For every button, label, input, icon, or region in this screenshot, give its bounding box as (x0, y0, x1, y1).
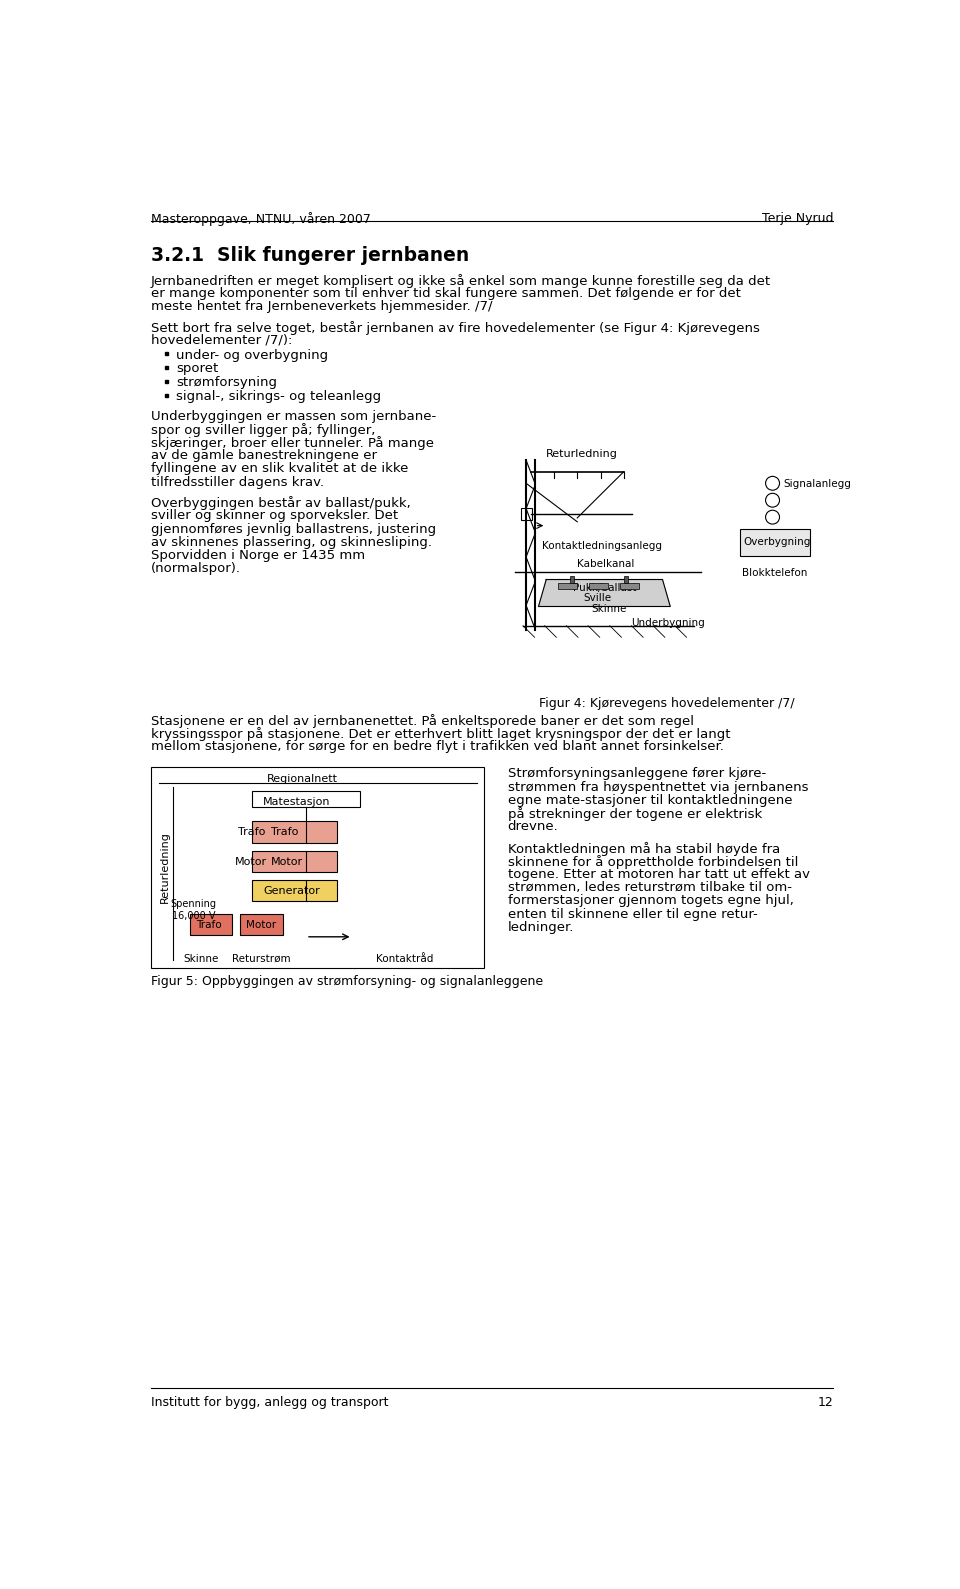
Text: spor og sviller ligger på; fyllinger,: spor og sviller ligger på; fyllinger, (151, 423, 375, 437)
Text: Overbyggingen består av ballast/pukk,: Overbyggingen består av ballast/pukk, (151, 496, 411, 510)
Text: Figur 5: Oppbyggingen av strømforsyning- og signalanleggene: Figur 5: Oppbyggingen av strømforsyning-… (151, 976, 543, 988)
Text: Figur 4: Kjørevegens hovedelementer /7/: Figur 4: Kjørevegens hovedelementer /7/ (539, 698, 794, 710)
Text: av skinnenes plassering, og skinnesliping.: av skinnenes plassering, og skinneslipin… (151, 535, 432, 548)
Text: Terje Nyrud: Terje Nyrud (761, 213, 833, 226)
Bar (620, 583, 639, 590)
Text: Sett bort fra selve toget, består jernbanen av fire hovedelementer (se Figur 4: : Sett bort fra selve toget, består jernba… (151, 321, 760, 335)
Text: Kabelkanal: Kabelkanal (577, 559, 635, 569)
Text: gjennomføres jevnlig ballastrens, justering: gjennomføres jevnlig ballastrens, juster… (151, 523, 436, 535)
Text: (normalspor).: (normalspor). (151, 563, 241, 575)
Bar (624, 577, 629, 583)
Text: Masteroppgave, NTNU, våren 2007: Masteroppgave, NTNU, våren 2007 (151, 213, 371, 226)
Text: Underbygning: Underbygning (632, 618, 706, 628)
Text: formerstasjoner gjennom togets egne hjul,: formerstasjoner gjennom togets egne hjul… (508, 895, 793, 907)
Bar (588, 583, 609, 590)
Text: Jernbanedriften er meget komplisert og ikke så enkel som mange kunne forestille : Jernbanedriften er meget komplisert og i… (151, 273, 771, 288)
Text: på strekninger der togene er elektrisk: på strekninger der togene er elektrisk (508, 807, 761, 820)
Bar (165, 394, 168, 397)
Text: kryssingsspor på stasjonene. Det er etterhvert blitt laget krysningspor der det : kryssingsspor på stasjonene. Det er ette… (151, 728, 731, 742)
Text: Returledning: Returledning (546, 448, 618, 459)
Text: Returstrøm: Returstrøm (232, 953, 291, 965)
Text: fyllingene av en slik kvalitet at de ikke: fyllingene av en slik kvalitet at de ikk… (151, 462, 408, 475)
Text: Institutt for bygg, anlegg og transport: Institutt for bygg, anlegg og transport (151, 1395, 389, 1409)
Text: Generator: Generator (263, 887, 320, 896)
Text: tilfredsstiller dagens krav.: tilfredsstiller dagens krav. (151, 475, 324, 488)
Bar (240, 914, 283, 936)
Text: signal-, sikrings- og teleanlegg: signal-, sikrings- og teleanlegg (176, 391, 381, 404)
Text: Signalanlegg: Signalanlegg (783, 480, 852, 489)
Text: 12: 12 (817, 1395, 833, 1409)
Bar (165, 365, 168, 369)
Text: av de gamle banestrekningene er: av de gamle banestrekningene er (151, 450, 377, 462)
Bar (521, 508, 532, 520)
Text: strømforsyning: strømforsyning (176, 377, 276, 389)
Text: Blokktelefon: Blokktelefon (741, 567, 807, 578)
Text: Underbyggingen er massen som jernbane-: Underbyggingen er massen som jernbane- (151, 410, 436, 423)
Text: drevne.: drevne. (508, 820, 559, 833)
Bar (558, 583, 577, 590)
Text: Sporvidden i Norge er 1435 mm: Sporvidden i Norge er 1435 mm (151, 548, 365, 563)
Text: Regionalnett: Regionalnett (267, 774, 338, 783)
Bar (165, 353, 168, 356)
Text: hovedelementer /7/):: hovedelementer /7/): (151, 334, 293, 346)
Bar (190, 914, 232, 936)
Text: meste hentet fra Jernbeneverkets hjemmesider. /7/: meste hentet fra Jernbeneverkets hjemmes… (151, 300, 492, 313)
Text: Returledning: Returledning (160, 831, 170, 904)
Bar (165, 380, 168, 383)
Text: 3.2.1  Slik fungerer jernbanen: 3.2.1 Slik fungerer jernbanen (151, 246, 469, 265)
Text: strømmen, ledes returstrøm tilbake til om-: strømmen, ledes returstrøm tilbake til o… (508, 882, 791, 895)
Text: Motor: Motor (234, 856, 267, 866)
Text: Overbygning: Overbygning (744, 537, 811, 547)
Text: Skinne: Skinne (591, 604, 627, 615)
Text: Stasjonene er en del av jernbanenettet. På enkeltsporede baner er det som regel: Stasjonene er en del av jernbanenettet. … (151, 715, 694, 728)
Text: togene. Etter at motoren har tatt ut effekt av: togene. Etter at motoren har tatt ut eff… (508, 868, 809, 882)
Text: Motor: Motor (247, 920, 276, 930)
Text: enten til skinnene eller til egne retur-: enten til skinnene eller til egne retur- (508, 907, 757, 920)
Text: Matestasjon: Matestasjon (263, 796, 331, 807)
Text: ledninger.: ledninger. (508, 920, 574, 934)
Polygon shape (539, 580, 670, 607)
Text: Pukk/ballast: Pukk/ballast (573, 583, 636, 593)
Text: Strømforsyningsanleggene fører kjøre-: Strømforsyningsanleggene fører kjøre- (508, 767, 766, 780)
Text: sviller og skinner og sporveksler. Det: sviller og skinner og sporveksler. Det (151, 510, 398, 523)
Text: strømmen fra høyspentnettet via jernbanens: strømmen fra høyspentnettet via jernbane… (508, 780, 808, 793)
Text: Skinne: Skinne (183, 953, 219, 965)
Text: skinnene for å opprettholde forbindelsen til: skinnene for å opprettholde forbindelsen… (508, 855, 798, 869)
Bar (252, 822, 337, 842)
Text: Spenning
16,000 V: Spenning 16,000 V (171, 899, 217, 920)
Text: skjæringer, broer eller tunneler. På mange: skjæringer, broer eller tunneler. På man… (151, 437, 434, 450)
Text: Trafo: Trafo (196, 920, 222, 930)
Bar (740, 529, 809, 556)
Bar (151, 767, 484, 968)
Text: Trafo: Trafo (271, 828, 299, 837)
Bar (569, 577, 574, 583)
Text: Sville: Sville (584, 593, 612, 604)
Text: Kontaktledningsanlegg: Kontaktledningsanlegg (542, 540, 662, 551)
Text: sporet: sporet (176, 362, 218, 375)
Text: mellom stasjonene, for sørge for en bedre flyt i trafikken ved blant annet forsi: mellom stasjonene, for sørge for en bedr… (151, 740, 724, 753)
Bar (252, 790, 360, 807)
Text: Trafo: Trafo (238, 828, 265, 837)
Text: egne mate-stasjoner til kontaktledningene: egne mate-stasjoner til kontaktledningen… (508, 793, 792, 807)
Bar (252, 880, 337, 901)
Text: Kontaktledningen må ha stabil høyde fra: Kontaktledningen må ha stabil høyde fra (508, 842, 780, 856)
Text: Kontaktråd: Kontaktråd (375, 953, 433, 965)
Text: er mange komponenter som til enhver tid skal fungere sammen. Det følgende er for: er mange komponenter som til enhver tid … (151, 288, 741, 300)
Text: Motor: Motor (271, 856, 303, 866)
Text: under- og overbygning: under- og overbygning (176, 348, 328, 362)
Bar (252, 850, 337, 872)
